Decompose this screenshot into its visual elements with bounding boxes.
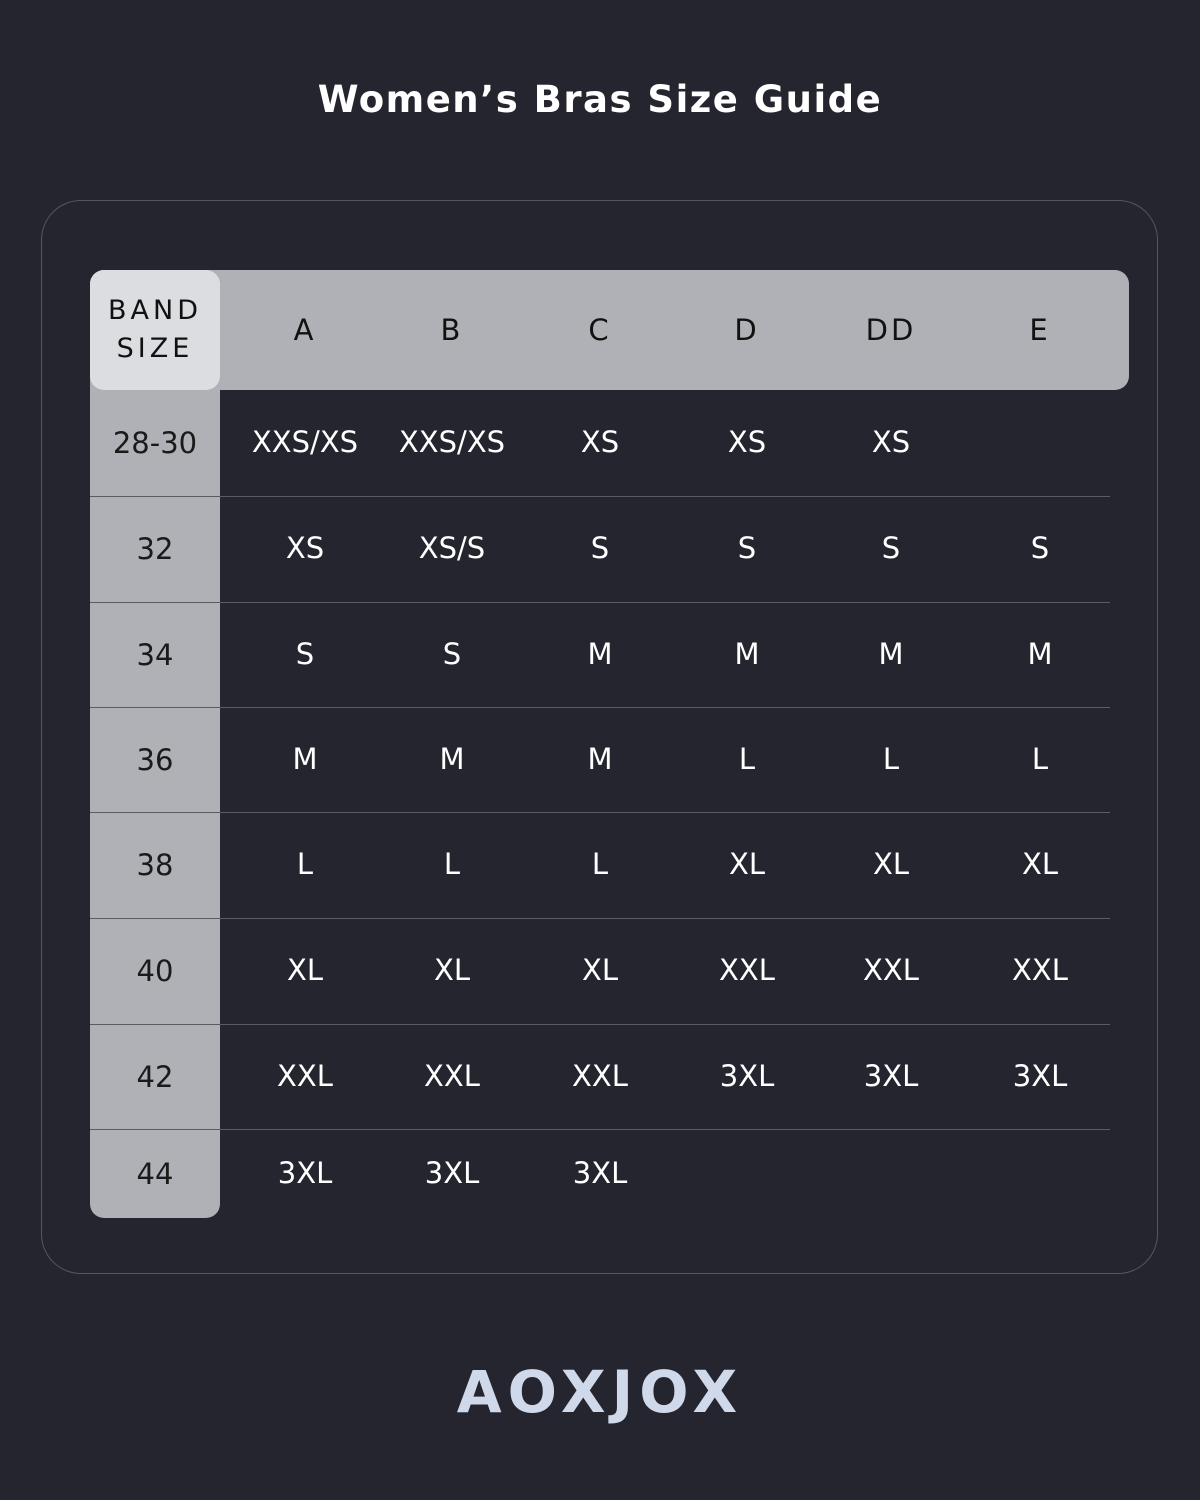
size-cell: S xyxy=(442,636,462,671)
size-cell: XXL xyxy=(572,1058,628,1093)
size-cell: L xyxy=(738,741,756,776)
size-cell: XXL xyxy=(1012,953,1068,987)
page-title: Women’s Bras Size Guide xyxy=(317,78,883,121)
size-cell: M xyxy=(587,636,613,671)
cup-header: B xyxy=(440,313,464,347)
size-cell: L xyxy=(1031,741,1049,776)
size-cell: XL xyxy=(1021,847,1059,881)
row-divider xyxy=(90,1129,1110,1130)
size-cell: XXL xyxy=(277,1058,333,1093)
size-cell: XS xyxy=(285,531,325,565)
band-size-value: 44 xyxy=(136,1156,174,1191)
row-divider xyxy=(90,812,1110,813)
band-size-value: 32 xyxy=(136,532,174,566)
band-size-value: 36 xyxy=(136,742,174,777)
size-cell: 3XL xyxy=(719,1058,775,1093)
size-cell: 3XL xyxy=(424,1155,480,1190)
size-cell: M xyxy=(439,741,465,776)
size-cell: XL xyxy=(728,847,766,881)
size-cell: 3XL xyxy=(863,1058,919,1093)
size-cell: S xyxy=(737,531,757,565)
band-header-line1: BAND xyxy=(108,295,202,326)
size-cell: XL xyxy=(433,953,471,987)
row-divider xyxy=(90,602,1110,603)
size-cell: M xyxy=(734,636,760,671)
size-cell: XL xyxy=(872,847,910,881)
size-cell: 3XL xyxy=(1012,1058,1068,1093)
band-size-header: BAND SIZE xyxy=(90,270,220,390)
cup-header: E xyxy=(1029,313,1051,347)
size-chart-card xyxy=(41,200,1158,1274)
band-size-value: 28-30 xyxy=(112,426,198,460)
size-cell: L xyxy=(591,847,609,881)
size-cell: L xyxy=(443,847,461,881)
cup-header: D xyxy=(734,313,760,347)
size-cell: S xyxy=(881,531,901,565)
row-divider xyxy=(90,1024,1110,1025)
size-cell: XL xyxy=(581,953,619,987)
size-cell: XXL xyxy=(719,953,775,987)
row-divider xyxy=(90,707,1110,708)
size-cell: 3XL xyxy=(572,1155,628,1190)
brand-logo: AOXJOX xyxy=(456,1358,744,1426)
size-cell: L xyxy=(882,741,900,776)
size-cell: L xyxy=(296,847,314,881)
size-cell: XS/S xyxy=(418,531,486,565)
band-size-value: 38 xyxy=(136,848,174,882)
size-cell: S xyxy=(1030,531,1050,565)
size-cell: XXL xyxy=(424,1058,480,1093)
row-divider xyxy=(90,496,1110,497)
size-cell: XS xyxy=(580,425,620,459)
size-cell: XS xyxy=(871,425,911,459)
band-size-column xyxy=(90,270,220,1218)
size-cell: XXS/XS xyxy=(251,425,359,459)
cup-header: DD xyxy=(865,313,917,347)
size-cell: XS xyxy=(727,425,767,459)
band-size-value: 40 xyxy=(136,954,174,988)
cup-header: C xyxy=(588,313,612,347)
size-cell: XL xyxy=(286,953,324,987)
size-cell: XXL xyxy=(863,953,919,987)
band-size-value: 34 xyxy=(136,637,174,672)
size-cell: S xyxy=(295,636,315,671)
cup-header: A xyxy=(293,313,317,347)
size-cell: M xyxy=(587,741,613,776)
size-cell: S xyxy=(590,531,610,565)
row-divider xyxy=(90,918,1110,919)
size-cell: M xyxy=(1027,636,1053,671)
band-header-line2: SIZE xyxy=(116,333,194,364)
size-cell: M xyxy=(878,636,904,671)
size-cell: 3XL xyxy=(277,1155,333,1190)
size-cell: XXS/XS xyxy=(398,425,506,459)
size-cell: M xyxy=(292,741,318,776)
cup-header-bar xyxy=(90,270,1129,390)
band-size-value: 42 xyxy=(136,1059,174,1094)
